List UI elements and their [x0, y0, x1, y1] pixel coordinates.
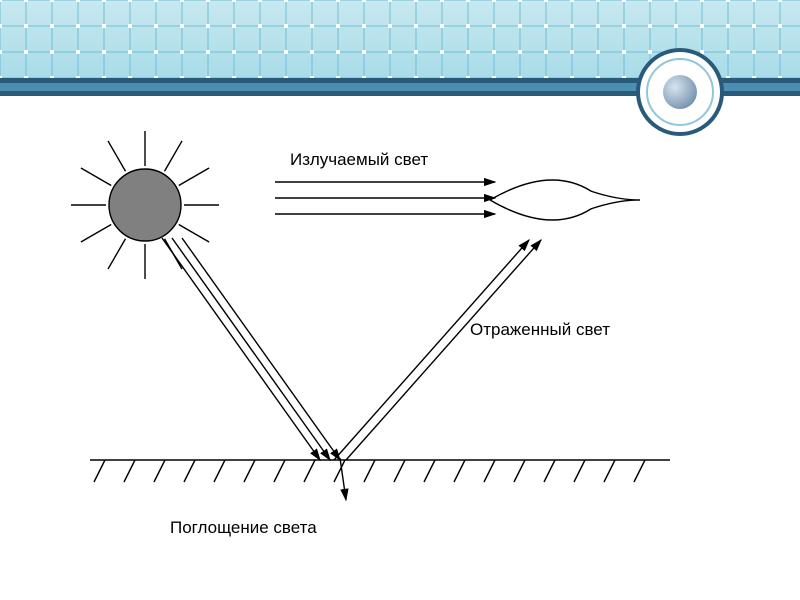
label-reflected: Отраженный свет: [470, 320, 610, 340]
light-diagram: Излучаемый свет Отраженный свет Поглощен…: [40, 120, 760, 580]
diagram-canvas: [40, 120, 760, 580]
badge-globe-icon: [663, 75, 697, 109]
label-emitted: Излучаемый свет: [290, 150, 428, 170]
label-absorbed: Поглощение света: [170, 518, 317, 538]
